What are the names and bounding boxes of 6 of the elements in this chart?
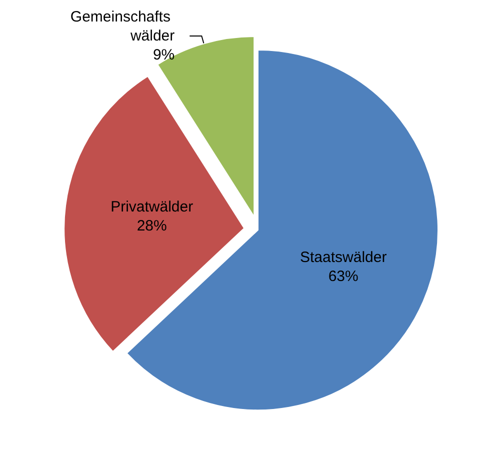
slice-label: Staatswälder (300, 248, 387, 266)
data-label: 9% (152, 46, 175, 64)
slice-label: Privatwälder (110, 198, 194, 216)
slice-label: Gemeinschafts wälder (70, 8, 175, 45)
data-label: 28% (136, 218, 167, 235)
data-label: 63% (328, 268, 358, 285)
